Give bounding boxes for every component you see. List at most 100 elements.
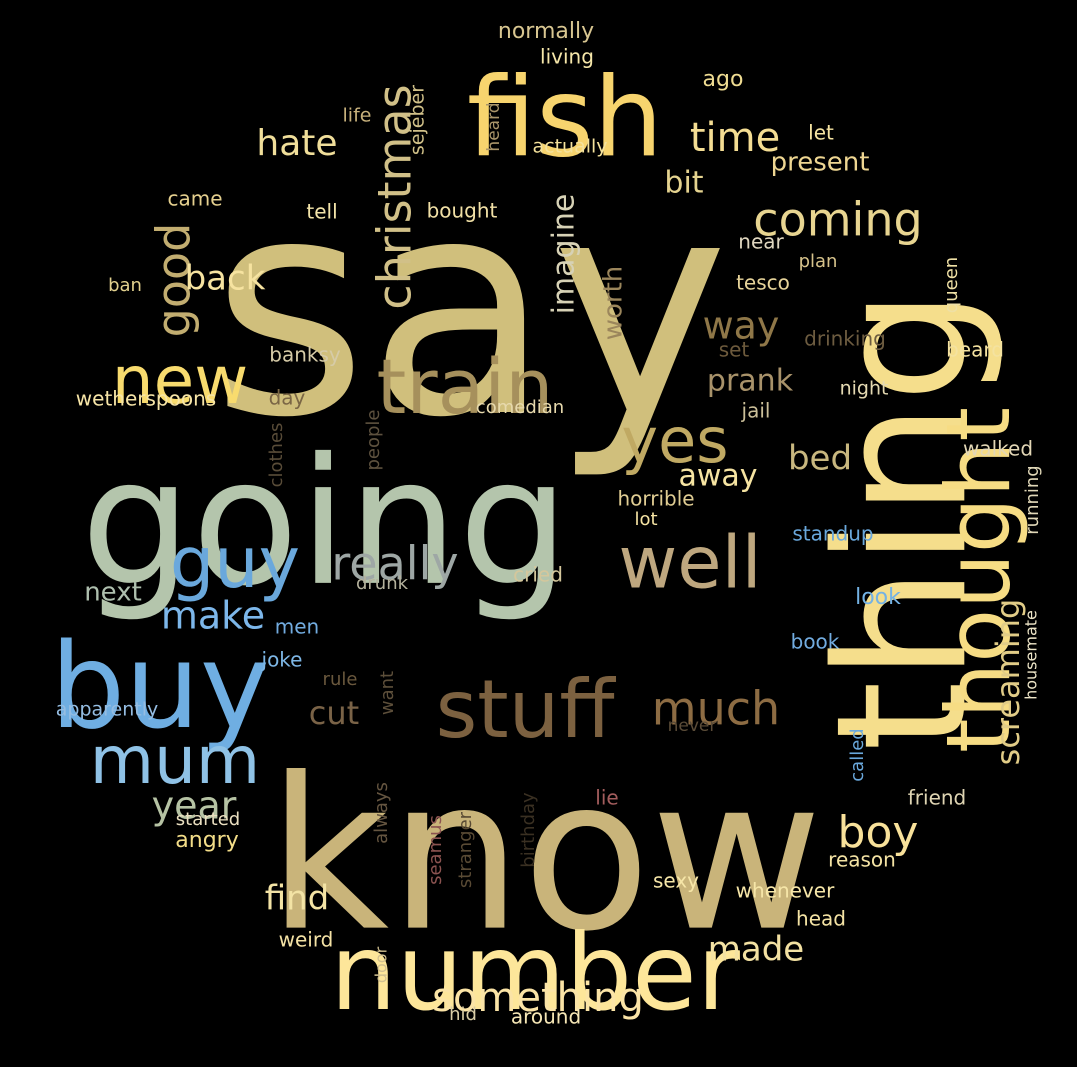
word-prank: prank — [707, 364, 794, 399]
words-group: say know going thing fish buy number thought stu… — [50, 19, 1043, 1034]
word-normally: normally — [498, 19, 594, 44]
word-want: want — [377, 671, 398, 715]
word-horrible: horrible — [617, 487, 694, 511]
word-always: always — [371, 782, 392, 844]
word-say: say — [211, 134, 729, 483]
word-queen: queen — [941, 257, 962, 313]
word-living: living — [540, 45, 594, 69]
word-near: near — [738, 230, 784, 254]
word-number: number — [330, 912, 741, 1034]
word-called: called — [847, 728, 868, 781]
word-new: new — [112, 342, 248, 419]
word-look: look — [855, 585, 901, 610]
word-make: make — [161, 594, 265, 638]
word-wetherspoons: wetherspoons — [76, 387, 216, 411]
word-sejeber: sejeber — [407, 85, 429, 155]
word-clothes: clothes — [266, 423, 287, 488]
word-birthday: birthday — [518, 792, 539, 868]
word-ago: ago — [703, 67, 744, 92]
word-really: really — [331, 537, 458, 591]
word-next: next — [84, 578, 142, 608]
word-stranger: stranger — [455, 811, 476, 888]
word-bit: bit — [664, 166, 703, 201]
word-present: present — [771, 148, 870, 178]
word-boy: boy — [838, 807, 919, 858]
word-never: never — [668, 716, 717, 736]
word-find: find — [265, 879, 330, 919]
word-screaming: screaming — [989, 599, 1027, 766]
word-banksy: banksy — [269, 343, 341, 367]
word-thing: thing — [798, 288, 1007, 751]
word-worth: worth — [599, 266, 629, 341]
word-walked: walked — [963, 437, 1033, 461]
word-plan: plan — [799, 251, 838, 272]
word-joke: joke — [261, 648, 303, 672]
word-comedian: comedian — [476, 397, 564, 418]
word-away: away — [678, 459, 757, 494]
word-drunk: drunk — [356, 573, 409, 594]
word-standup: standup — [792, 522, 873, 546]
word-people: people — [363, 409, 384, 470]
word-reason: reason — [828, 848, 896, 872]
word-drinking: drinking — [804, 327, 886, 351]
word-year: year — [152, 784, 237, 828]
word-bought: bought — [427, 199, 498, 223]
word-rule: rule — [323, 669, 358, 690]
word-whenever: whenever — [736, 879, 835, 903]
word-sexy: sexy — [653, 869, 699, 893]
word-know: know — [268, 733, 823, 978]
word-beard: beard — [946, 338, 1004, 362]
word-angry: angry — [175, 828, 238, 853]
word-cut: cut — [309, 694, 359, 732]
word-good: good — [147, 223, 201, 338]
word-christmas: christmas — [368, 84, 422, 309]
word-set: set — [719, 338, 750, 362]
word-thought: thought — [927, 407, 1030, 753]
word-life: life — [343, 105, 372, 127]
word-yes: yes — [621, 404, 728, 477]
word-much: much — [652, 682, 780, 736]
word-time: time — [690, 115, 780, 161]
word-mum: mum — [90, 722, 260, 799]
word-hate: hate — [256, 123, 337, 164]
word-book: book — [791, 630, 840, 654]
word-ban: ban — [108, 275, 142, 296]
word-door: door — [372, 946, 391, 983]
word-way: way — [703, 304, 780, 348]
word-housemate: housemate — [1022, 610, 1041, 700]
word-heard: heard — [484, 102, 504, 151]
word-buy: buy — [50, 617, 270, 755]
word-train: train — [377, 342, 554, 431]
word-guy: guy — [170, 522, 300, 604]
word-fish: fish — [467, 53, 663, 181]
word-weird: weird — [279, 928, 334, 952]
word-something: something — [432, 975, 644, 1021]
word-head: head — [796, 907, 846, 931]
word-made: made — [708, 930, 804, 970]
word-let: let — [808, 121, 834, 145]
word-men: men — [275, 615, 319, 639]
word-apparently: apparently — [56, 699, 159, 721]
word-hid: hid — [449, 1004, 477, 1025]
word-coming: coming — [753, 193, 922, 247]
word-lie: lie — [595, 786, 618, 810]
word-lot: lot — [634, 509, 657, 530]
word-stuff: stuff — [436, 663, 617, 756]
word-friend: friend — [908, 786, 967, 810]
word-bed: bed — [788, 439, 852, 479]
word-came: came — [167, 187, 222, 211]
word-running: running — [1022, 465, 1043, 534]
word-imagine: imagine — [547, 194, 582, 315]
word-going: going — [81, 422, 570, 625]
word-night: night — [840, 378, 889, 400]
word-started: started — [176, 809, 240, 830]
word-jail: jail — [741, 399, 771, 423]
word-well: well — [618, 521, 761, 605]
word-around: around — [511, 1005, 581, 1029]
word-cried: cried — [513, 563, 563, 587]
word-actually: actually — [532, 136, 607, 158]
word-seamus: seamus — [425, 815, 446, 885]
word-day: day — [269, 386, 306, 410]
